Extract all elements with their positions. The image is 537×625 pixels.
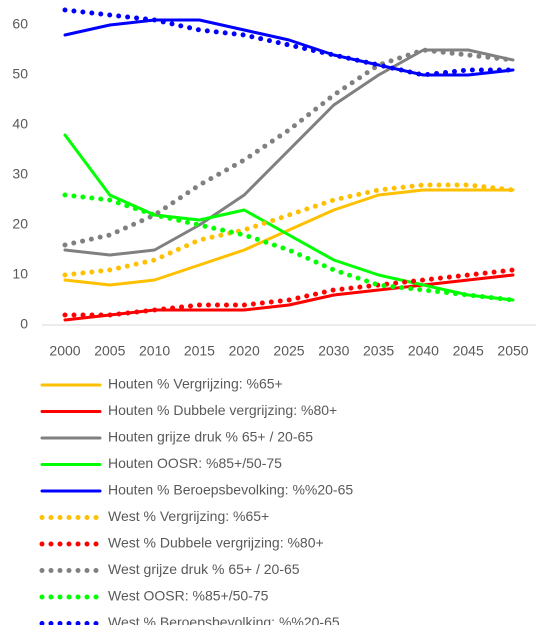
series-line: [62, 192, 516, 303]
y-tick-label: 30: [12, 166, 28, 182]
x-tick-label: 2035: [363, 343, 394, 359]
x-tick-label: 2005: [94, 343, 125, 359]
x-tick-label: 2020: [229, 343, 260, 359]
x-tick-label: 2015: [184, 343, 215, 359]
series-line: [63, 18, 515, 77]
series-line: [63, 188, 515, 287]
legend-label: West grijze druk % 65+ / 20-65: [108, 561, 300, 577]
legend-label: Houten % Beroepsbevolking: %%20-65: [108, 482, 353, 498]
series-line: [63, 133, 515, 302]
y-tick-label: 10: [12, 266, 28, 282]
legend-label: Houten % Vergrijzing: %65+: [108, 376, 283, 392]
legend-label: Houten % Dubbele vergrijzing: %80+: [108, 402, 337, 418]
x-tick-label: 2025: [273, 343, 304, 359]
series-line: [62, 267, 516, 318]
series-line: [62, 47, 516, 248]
legend-label: West OOSR: %85+/50-75: [108, 588, 269, 604]
series-line: [63, 48, 515, 257]
series-line: [62, 7, 516, 78]
y-tick-label: 60: [12, 16, 28, 32]
x-tick-label: 2030: [318, 343, 349, 359]
x-tick-label: 2010: [139, 343, 170, 359]
y-tick-label: 50: [12, 66, 28, 82]
y-tick-label: 40: [12, 116, 28, 132]
x-tick-label: 2045: [453, 343, 484, 359]
legend-label: West % Beroepsbevolking: %%20-65: [108, 614, 340, 625]
x-tick-label: 2000: [49, 343, 80, 359]
legend-label: West % Dubbele vergrijzing: %80+: [108, 535, 324, 551]
legend-label: Houten grijze druk % 65+ / 20-65: [108, 429, 313, 445]
x-tick-label: 2040: [408, 343, 439, 359]
x-tick-label: 2050: [497, 343, 528, 359]
legend-label: West % Vergrijzing: %65+: [108, 508, 269, 524]
y-tick-label: 0: [20, 316, 28, 332]
y-tick-label: 20: [12, 216, 28, 232]
series-line: [63, 273, 515, 322]
legend-label: Houten OOSR: %85+/50-75: [108, 455, 282, 471]
series-line: [62, 182, 516, 278]
